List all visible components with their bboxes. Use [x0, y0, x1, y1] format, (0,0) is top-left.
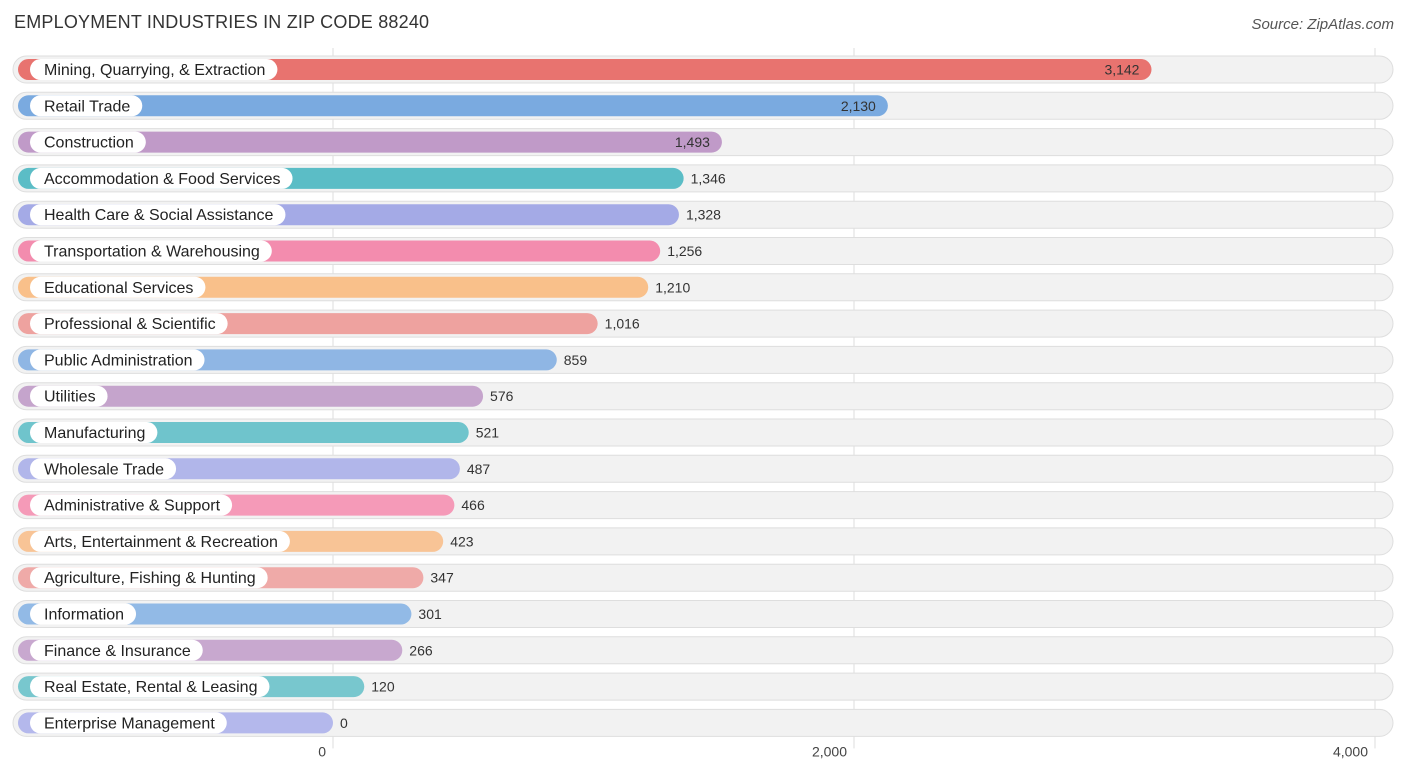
bar-row: Educational Services 1,210 — [12, 273, 1394, 302]
category-label-pill — [30, 422, 158, 443]
value-label: 576 — [490, 388, 514, 404]
bar-row: Manufacturing 521 — [12, 418, 1394, 447]
category-label-pill — [30, 385, 108, 407]
category-label-pill — [30, 95, 143, 117]
bar-row: Agriculture, Fishing & Hunting 347 — [12, 563, 1394, 592]
category-label: Educational Services — [44, 280, 193, 297]
bar — [18, 95, 888, 117]
category-label: Utilities — [44, 389, 96, 406]
category-label: Enterprise Management — [44, 715, 215, 732]
bar-row: Wholesale Trade 487 — [12, 454, 1394, 483]
category-label: Public Administration — [44, 352, 193, 369]
category-label-pill — [30, 204, 286, 226]
bar-track — [12, 708, 1394, 737]
value-label: 859 — [564, 352, 588, 368]
x-tick-label: 4,000 — [1333, 743, 1368, 759]
category-label: Construction — [44, 135, 134, 152]
bar-row: Real Estate, Rental & Leasing 120 — [12, 672, 1394, 701]
category-label-pill — [30, 59, 278, 80]
bar — [18, 59, 1152, 80]
chart-source: Source: ZipAtlas.com — [1251, 16, 1394, 33]
category-label: Wholesale Trade — [44, 461, 164, 478]
category-label-pill — [30, 240, 272, 262]
value-label: 487 — [467, 461, 491, 477]
category-label-pill — [30, 639, 203, 661]
category-label: Information — [44, 607, 124, 624]
bar-row: Accommodation & Food Services 1,346 — [12, 164, 1394, 193]
value-label: 423 — [450, 533, 474, 549]
bar — [18, 131, 722, 153]
category-label-pill — [30, 530, 290, 552]
value-label: 1,493 — [675, 134, 710, 150]
bar-row: Public Administration 859 — [12, 345, 1394, 374]
value-label: 1,016 — [605, 316, 640, 332]
category-label-pill — [30, 131, 146, 153]
value-label: 521 — [476, 425, 500, 441]
bar-row: Health Care & Social Assistance 1,328 — [12, 200, 1394, 229]
category-label: Retail Trade — [44, 98, 130, 115]
x-tick-label: 0 — [318, 743, 326, 759]
value-label: 0 — [340, 715, 348, 731]
value-label: 1,346 — [691, 170, 726, 186]
category-label: Accommodation & Food Services — [44, 171, 281, 188]
value-label: 3,142 — [1104, 62, 1139, 78]
category-label: Manufacturing — [44, 425, 145, 442]
bar-row: Utilities 576 — [12, 382, 1394, 411]
chart-title: EMPLOYMENT INDUSTRIES IN ZIP CODE 88240 — [14, 12, 430, 32]
bar-row: Information 301 — [12, 600, 1394, 628]
category-label-pill — [30, 712, 227, 734]
category-label-pill — [30, 567, 268, 589]
category-label: Professional & Scientific — [44, 316, 216, 333]
bar-row: Administrative & Support 466 — [12, 491, 1394, 520]
category-label: Agriculture, Fishing & Hunting — [44, 570, 256, 587]
bar-row: Construction 1,493 — [12, 128, 1394, 157]
bar-row: Enterprise Management 0 — [12, 708, 1394, 737]
bar-row: Retail Trade 2,130 — [12, 91, 1394, 120]
rows-layer: Mining, Quarrying, & Extraction 3,142 Reta… — [12, 55, 1394, 737]
category-label-pill — [30, 349, 205, 371]
bar-row: Mining, Quarrying, & Extraction 3,142 — [12, 55, 1394, 84]
bar-row: Professional & Scientific 1,016 — [12, 309, 1394, 338]
value-label: 120 — [371, 679, 395, 695]
category-label: Finance & Insurance — [44, 643, 191, 660]
category-label-pill — [30, 494, 233, 516]
bar-row: Arts, Entertainment & Recreation 423 — [12, 527, 1394, 556]
category-label-pill — [30, 458, 177, 480]
category-label-pill — [30, 603, 137, 625]
ticks-layer: 0 2,000 4,000 — [318, 743, 1368, 759]
value-label: 347 — [430, 570, 454, 586]
category-label: Health Care & Social Assistance — [44, 207, 274, 224]
category-label: Arts, Entertainment & Recreation — [44, 534, 278, 551]
category-label-pill — [30, 167, 293, 189]
value-label: 266 — [409, 642, 433, 658]
category-label: Real Estate, Rental & Leasing — [44, 679, 257, 696]
category-label: Mining, Quarrying, & Extraction — [44, 62, 265, 79]
category-label: Transportation & Warehousing — [44, 244, 260, 261]
bar — [18, 385, 484, 407]
category-label-pill — [30, 313, 228, 335]
value-label: 1,210 — [655, 279, 690, 295]
bar-row: Transportation & Warehousing 1,256 — [12, 237, 1394, 265]
value-label: 1,328 — [686, 207, 721, 223]
category-label: Administrative & Support — [44, 498, 221, 515]
value-label: 2,130 — [841, 98, 876, 114]
x-tick-label: 2,000 — [812, 743, 847, 759]
value-label: 301 — [418, 606, 442, 622]
category-label-pill — [30, 676, 270, 698]
category-label-pill — [30, 276, 206, 298]
value-label: 466 — [461, 497, 485, 513]
bar-row: Finance & Insurance 266 — [12, 636, 1394, 665]
value-label: 1,256 — [667, 243, 702, 259]
